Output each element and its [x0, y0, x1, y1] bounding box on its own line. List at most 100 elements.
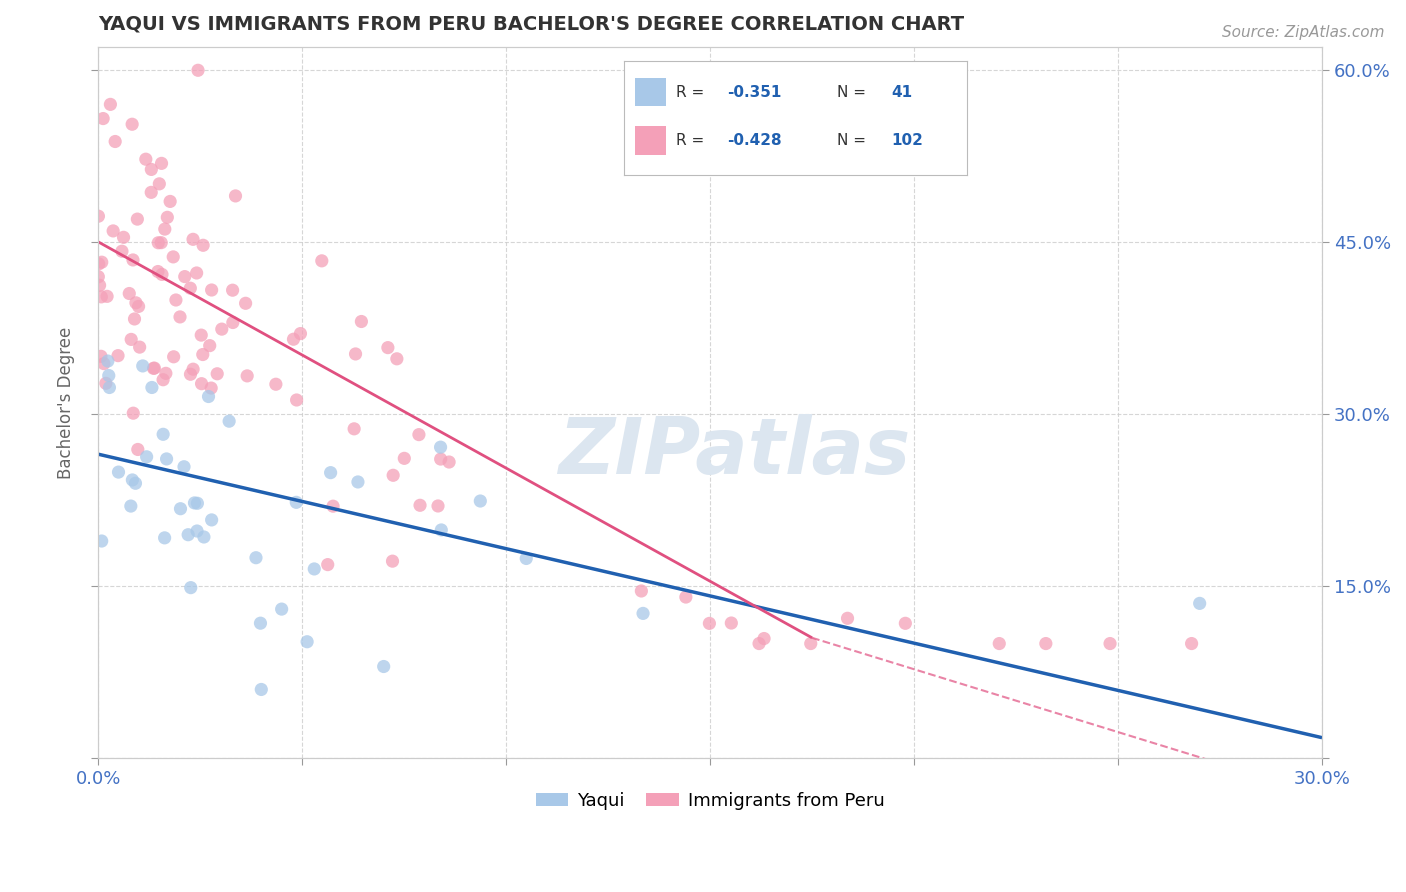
Point: [146, 264, 169, 278]
Point: [470, 494, 492, 508]
Point: [249, 616, 271, 631]
Point: [90, 290, 112, 304]
Point: [90, 534, 112, 549]
Point: [222, 316, 245, 330]
Point: [236, 368, 259, 383]
Point: [179, 281, 201, 295]
Point: [112, 230, 135, 244]
Point: [155, 367, 177, 381]
Point: [143, 361, 166, 376]
Point: [100, 97, 122, 112]
Point: [87, 269, 110, 284]
Text: Source: ZipAtlas.com: Source: ZipAtlas.com: [1222, 25, 1385, 40]
Point: [181, 362, 204, 376]
Point: [107, 465, 129, 479]
Point: [283, 332, 305, 346]
Point: [437, 455, 460, 469]
Point: [201, 283, 224, 297]
Point: [98, 380, 121, 394]
Point: [322, 499, 344, 513]
Point: [89, 278, 111, 293]
Point: [193, 530, 215, 544]
Point: [180, 581, 202, 595]
Point: [162, 250, 184, 264]
Point: [235, 296, 257, 310]
Point: [122, 406, 145, 420]
Point: [150, 156, 173, 170]
Point: [630, 584, 652, 599]
Point: [124, 312, 146, 326]
Point: [377, 341, 399, 355]
Point: [142, 361, 165, 376]
Point: [159, 194, 181, 209]
Point: [211, 322, 233, 336]
Point: [837, 611, 859, 625]
Point: [631, 607, 654, 621]
Point: [186, 496, 208, 510]
Point: [111, 244, 134, 259]
Point: [97, 368, 120, 383]
Point: [344, 347, 367, 361]
Point: [141, 186, 163, 200]
Point: [381, 554, 404, 568]
Point: [385, 351, 408, 366]
Point: [201, 513, 224, 527]
Point: [197, 390, 219, 404]
Point: [94, 376, 117, 391]
Point: [429, 452, 451, 467]
Point: [181, 232, 204, 246]
Point: [152, 373, 174, 387]
Point: [250, 682, 273, 697]
Point: [127, 212, 149, 227]
Point: [87, 209, 110, 223]
Point: [135, 450, 157, 464]
Point: [1035, 636, 1057, 650]
Point: [141, 162, 163, 177]
Point: [90, 255, 112, 269]
Text: YAQUI VS IMMIGRANTS FROM PERU BACHELOR'S DEGREE CORRELATION CHART: YAQUI VS IMMIGRANTS FROM PERU BACHELOR'S…: [98, 15, 965, 34]
Point: [153, 531, 176, 545]
Point: [350, 314, 373, 328]
Point: [720, 615, 742, 630]
Point: [97, 354, 120, 368]
Point: [515, 551, 537, 566]
Point: [270, 602, 292, 616]
Point: [430, 523, 453, 537]
Point: [200, 381, 222, 395]
Point: [225, 189, 247, 203]
Point: [120, 499, 142, 513]
Point: [163, 350, 186, 364]
Point: [101, 224, 124, 238]
Point: [155, 451, 177, 466]
Point: [173, 459, 195, 474]
Point: [319, 466, 342, 480]
Point: [125, 295, 148, 310]
Point: [107, 349, 129, 363]
Y-axis label: Bachelor's Degree: Bachelor's Degree: [58, 326, 75, 479]
Point: [156, 211, 179, 225]
Point: [304, 562, 326, 576]
Point: [186, 524, 208, 538]
Point: [988, 636, 1011, 650]
Point: [316, 558, 339, 572]
Point: [122, 252, 145, 267]
Point: [311, 253, 333, 268]
Point: [169, 501, 191, 516]
Point: [118, 286, 141, 301]
Point: [150, 268, 173, 282]
Point: [373, 659, 395, 673]
Point: [675, 590, 697, 604]
Point: [1099, 636, 1122, 650]
Point: [120, 332, 142, 346]
Point: [148, 235, 170, 250]
Point: [135, 152, 157, 166]
Point: [179, 368, 201, 382]
Point: [191, 238, 214, 252]
Point: [128, 300, 150, 314]
Point: [132, 359, 155, 373]
Point: [218, 414, 240, 428]
Point: [148, 177, 170, 191]
Point: [295, 634, 318, 648]
Point: [93, 357, 115, 371]
Point: [152, 427, 174, 442]
